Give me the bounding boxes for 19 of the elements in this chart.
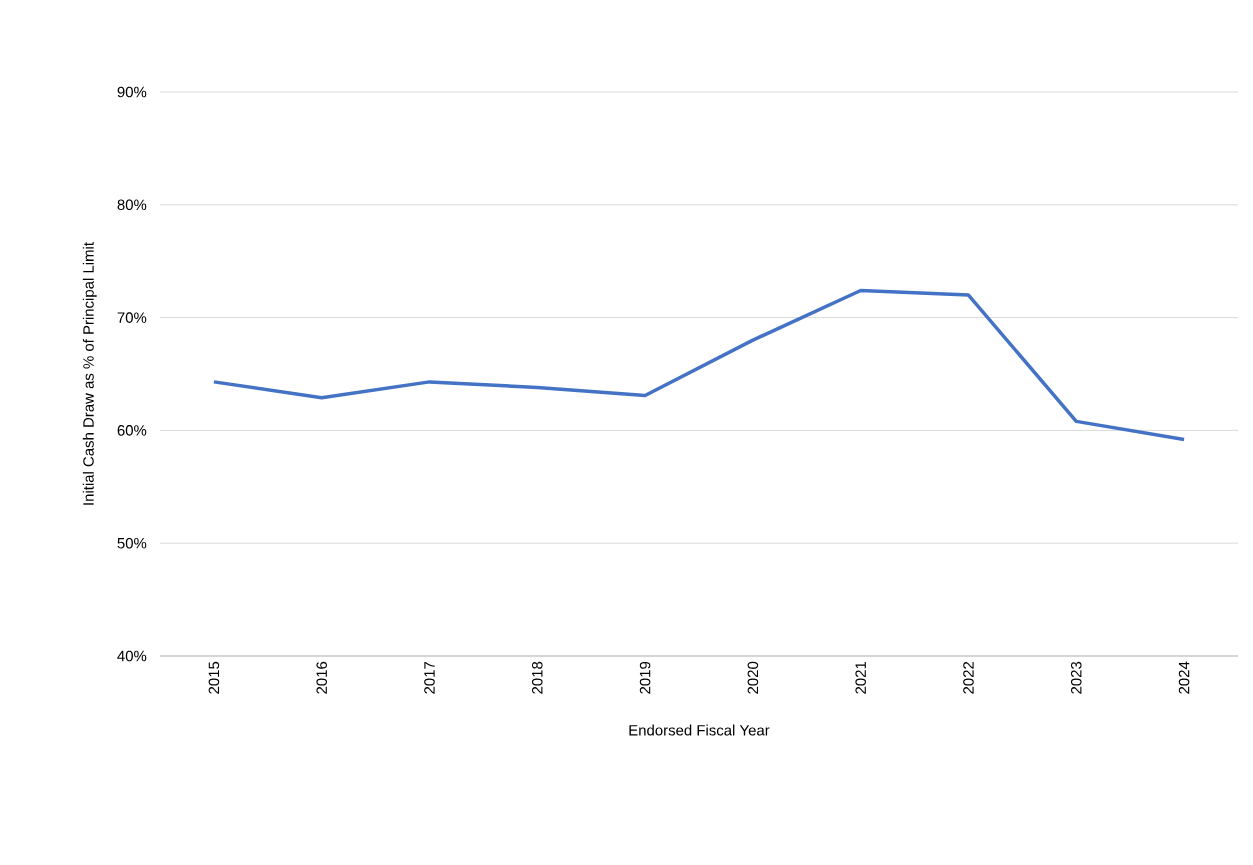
- x-tick-label: 2017: [424, 661, 435, 694]
- y-axis-title: Initial Cash Draw as % of Principal Limit: [82, 242, 97, 505]
- x-tick-label: 2015: [208, 661, 220, 694]
- x-tick-label: 2021: [855, 661, 866, 694]
- y-tick-label: 80%: [117, 199, 147, 211]
- x-tick-label: 2016: [316, 661, 327, 694]
- x-tick-label: 2022: [963, 661, 974, 694]
- x-tick-label: 2023: [1070, 661, 1082, 694]
- x-axis-title: Endorsed Fiscal Year: [629, 724, 770, 736]
- x-tick-label: 2018: [532, 661, 543, 694]
- y-tick-label: 50%: [117, 537, 147, 549]
- x-tick-label: 2024: [1178, 661, 1190, 694]
- line-series: [212, 288, 1186, 442]
- x-tick-label: 2020: [747, 661, 759, 694]
- y-tick-label: 70%: [117, 312, 147, 323]
- x-tick-label: 2019: [639, 661, 651, 694]
- y-tick-label: 40%: [117, 650, 147, 662]
- y-tick-label: 60%: [117, 425, 147, 436]
- y-tick-label: 90%: [117, 86, 147, 98]
